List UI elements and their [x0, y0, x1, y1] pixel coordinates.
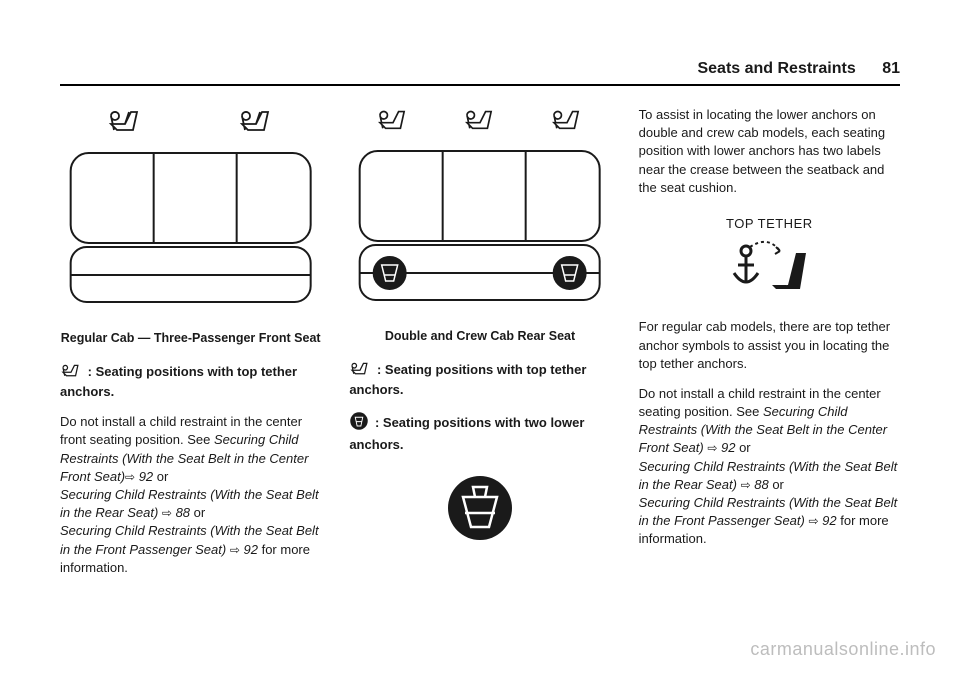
watermark: carmanualsonline.info [750, 639, 936, 660]
tether-seat-icon [550, 106, 584, 137]
column-1: Regular Cab — Three-Passenger Front Seat… [60, 106, 321, 624]
ref-arrow-icon: ⇨ [741, 478, 751, 492]
paragraph: For regular cab models, there are top te… [639, 318, 900, 373]
tether-seat-icon [349, 364, 375, 379]
text: or [153, 469, 168, 484]
section-title: Seats and Restraints [697, 60, 855, 77]
ref-arrow-icon: ⇨ [162, 506, 172, 520]
seat-illustration-crew [349, 141, 610, 316]
ref-page: 88 [172, 505, 190, 520]
content-columns: Regular Cab — Three-Passenger Front Seat… [60, 106, 900, 624]
top-tether-illustration: TOP TETHER [639, 215, 900, 302]
ref-page: 92 [240, 542, 258, 557]
ref-page: 88 [751, 477, 769, 492]
tether-seat-icon [60, 366, 86, 381]
text: or [769, 477, 784, 492]
anchor-legend: : Seating positions with two lower ancho… [349, 411, 610, 454]
tether-seat-icon [376, 106, 410, 137]
cross-ref-paragraph: Do not install a child restraint in the … [639, 385, 900, 549]
tether-seat-icon [238, 106, 274, 139]
ref-arrow-icon: ⇨ [808, 514, 818, 528]
column-2: Double and Crew Cab Rear Seat : Seating … [349, 106, 610, 624]
page-header: Seats and Restraints 81 [60, 60, 900, 86]
ref-page: 92 [717, 440, 735, 455]
text: or [190, 505, 205, 520]
tether-legend: : Seating positions with top tether anch… [349, 360, 610, 399]
column-3: To assist in locating the lower anchors … [639, 106, 900, 624]
tether-icons-row [349, 106, 610, 137]
tether-seat-icon [463, 106, 497, 137]
cross-ref-paragraph: Do not install a child restraint in the … [60, 413, 321, 577]
legend-text: : Seating positions with top tether anch… [349, 362, 586, 397]
tether-legend: : Seating positions with top tether anch… [60, 362, 321, 401]
tether-icons-row [60, 106, 321, 139]
seat-illustration-regular [60, 143, 321, 318]
paragraph: To assist in locating the lower anchors … [639, 106, 900, 197]
legend-text: : Seating positions with top tether anch… [60, 364, 297, 399]
ref-page: 92 [135, 469, 153, 484]
lower-anchor-detail-icon [349, 473, 610, 548]
ref-arrow-icon: ⇨ [125, 470, 135, 484]
page-number: 81 [882, 60, 900, 77]
figure-caption: Regular Cab — Three-Passenger Front Seat [60, 330, 321, 348]
ref-arrow-icon: ⇨ [230, 543, 240, 557]
ref-arrow-icon: ⇨ [707, 441, 717, 455]
figure-caption: Double and Crew Cab Rear Seat [349, 328, 610, 346]
lower-anchor-icon [349, 419, 373, 434]
legend-text: : Seating positions with two lower ancho… [349, 415, 584, 452]
top-tether-label: TOP TETHER [639, 215, 900, 233]
text: or [735, 440, 750, 455]
tether-seat-icon [107, 106, 143, 139]
ref-page: 92 [819, 513, 837, 528]
